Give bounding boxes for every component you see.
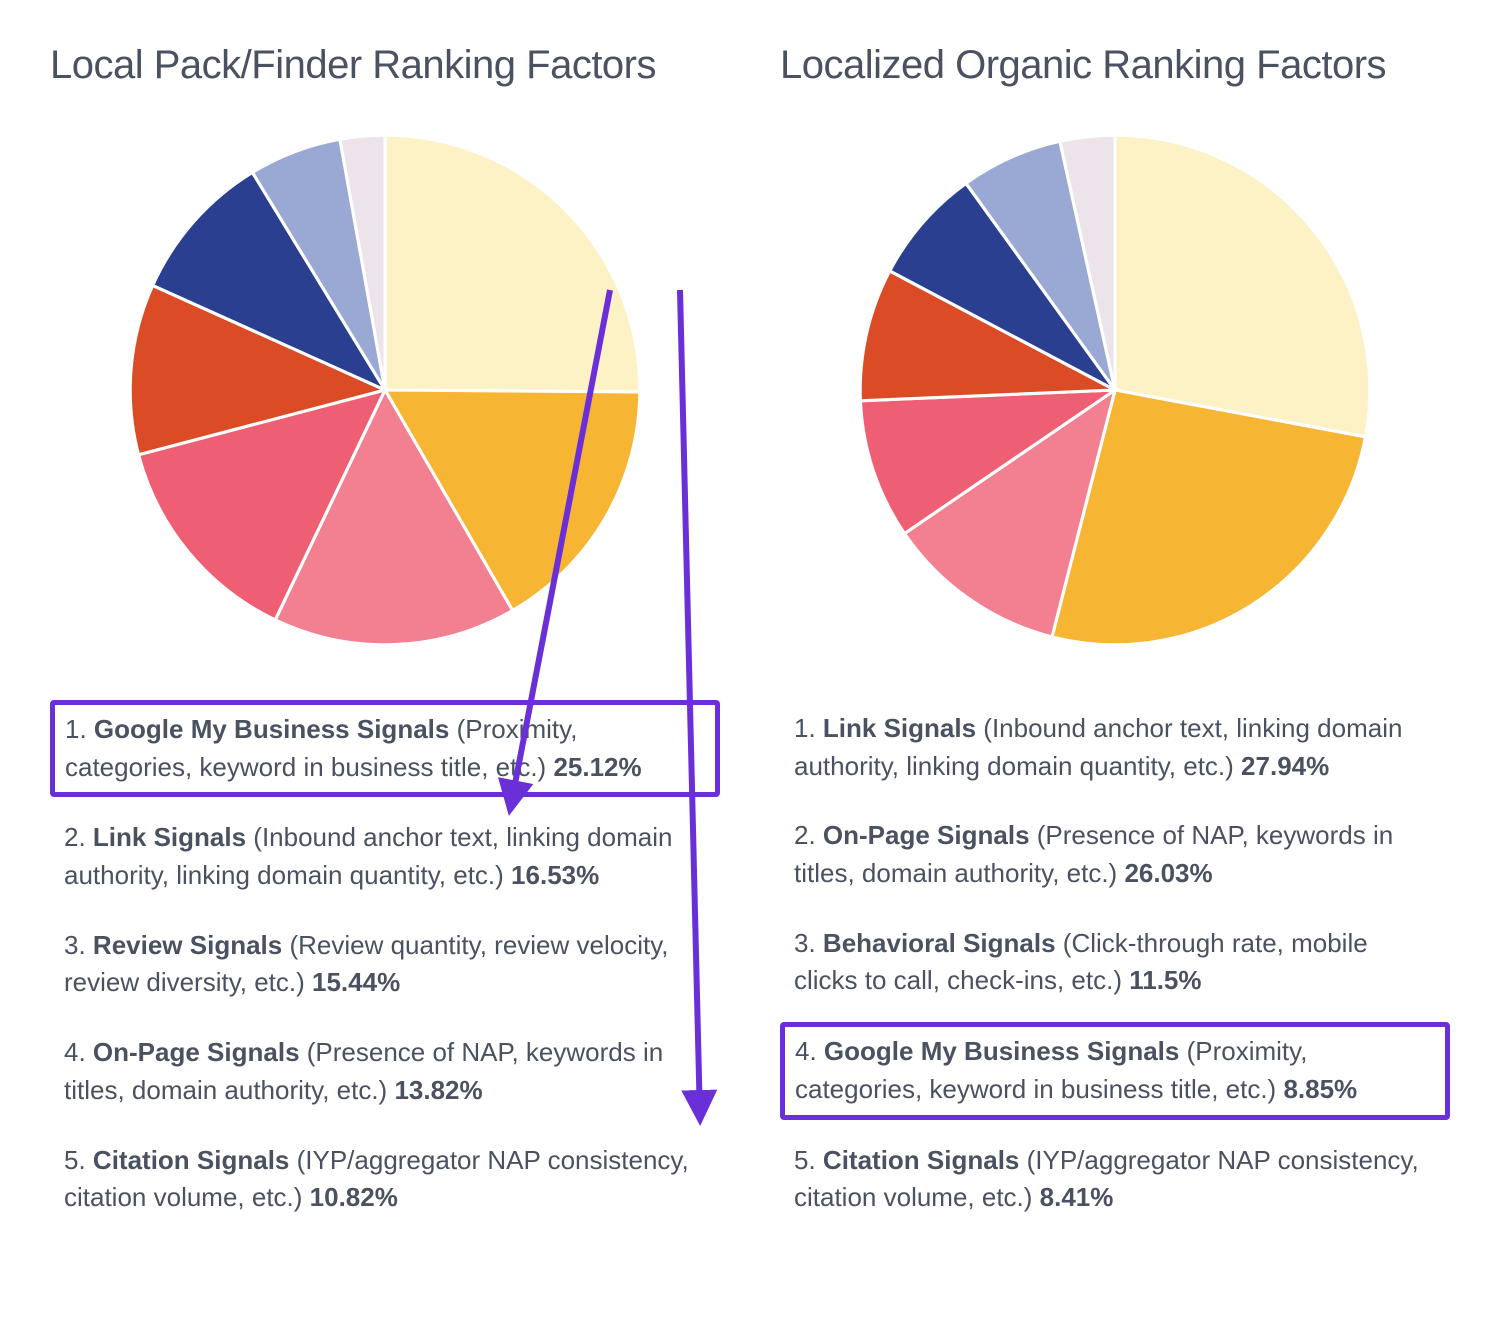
factor-name: Google My Business Signals <box>94 714 457 744</box>
factor-name: Behavioral Signals <box>823 928 1063 958</box>
factor-pct: 8.85% <box>1283 1074 1357 1104</box>
pie-wrap <box>780 130 1450 650</box>
pie-slice <box>385 135 640 392</box>
factor-name: On-Page Signals <box>93 1037 307 1067</box>
factors-list-left: Google My Business Signals (Proximity, c… <box>50 700 720 1227</box>
factor-item: Google My Business Signals (Proximity, c… <box>780 1022 1450 1119</box>
factor-item: Behavioral Signals (Click-through rate, … <box>780 915 1450 1010</box>
factor-pct: 25.12% <box>553 752 641 782</box>
factor-pct: 15.44% <box>312 967 400 997</box>
chart-column-right: Localized Organic Ranking Factors Link S… <box>780 40 1450 1239</box>
factor-item: Google My Business Signals (Proximity, c… <box>50 700 720 797</box>
factor-item: Link Signals (Inbound anchor text, linki… <box>50 809 720 904</box>
pie-chart-right <box>855 130 1375 650</box>
pie-chart-left <box>125 130 645 650</box>
chart-title: Local Pack/Finder Ranking Factors <box>50 40 720 90</box>
factor-name: Link Signals <box>93 822 253 852</box>
factor-item: On-Page Signals (Presence of NAP, keywor… <box>780 807 1450 902</box>
factors-list-right: Link Signals (Inbound anchor text, linki… <box>780 700 1450 1227</box>
chart-column-left: Local Pack/Finder Ranking Factors Google… <box>50 40 720 1239</box>
factor-pct: 27.94% <box>1241 751 1329 781</box>
factor-pct: 13.82% <box>394 1075 482 1105</box>
charts-row: Local Pack/Finder Ranking Factors Google… <box>50 40 1450 1239</box>
factor-pct: 11.5% <box>1129 965 1201 995</box>
factor-name: Review Signals <box>93 930 290 960</box>
pie-wrap <box>50 130 720 650</box>
factor-name: Link Signals <box>823 713 983 743</box>
factor-item: Link Signals (Inbound anchor text, linki… <box>780 700 1450 795</box>
factor-name: Citation Signals <box>93 1145 297 1175</box>
factor-pct: 26.03% <box>1124 858 1212 888</box>
factor-name: Google My Business Signals <box>824 1036 1187 1066</box>
chart-title: Localized Organic Ranking Factors <box>780 40 1450 90</box>
factor-item: Citation Signals (IYP/aggregator NAP con… <box>50 1132 720 1227</box>
factor-item: On-Page Signals (Presence of NAP, keywor… <box>50 1024 720 1119</box>
factor-name: On-Page Signals <box>823 820 1037 850</box>
factor-pct: 8.41% <box>1040 1182 1114 1212</box>
factor-pct: 10.82% <box>310 1182 398 1212</box>
factor-pct: 16.53% <box>511 860 599 890</box>
factor-name: Citation Signals <box>823 1145 1027 1175</box>
pie-slice <box>1115 135 1370 437</box>
factor-item: Citation Signals (IYP/aggregator NAP con… <box>780 1132 1450 1227</box>
factor-item: Review Signals (Review quantity, review … <box>50 917 720 1012</box>
